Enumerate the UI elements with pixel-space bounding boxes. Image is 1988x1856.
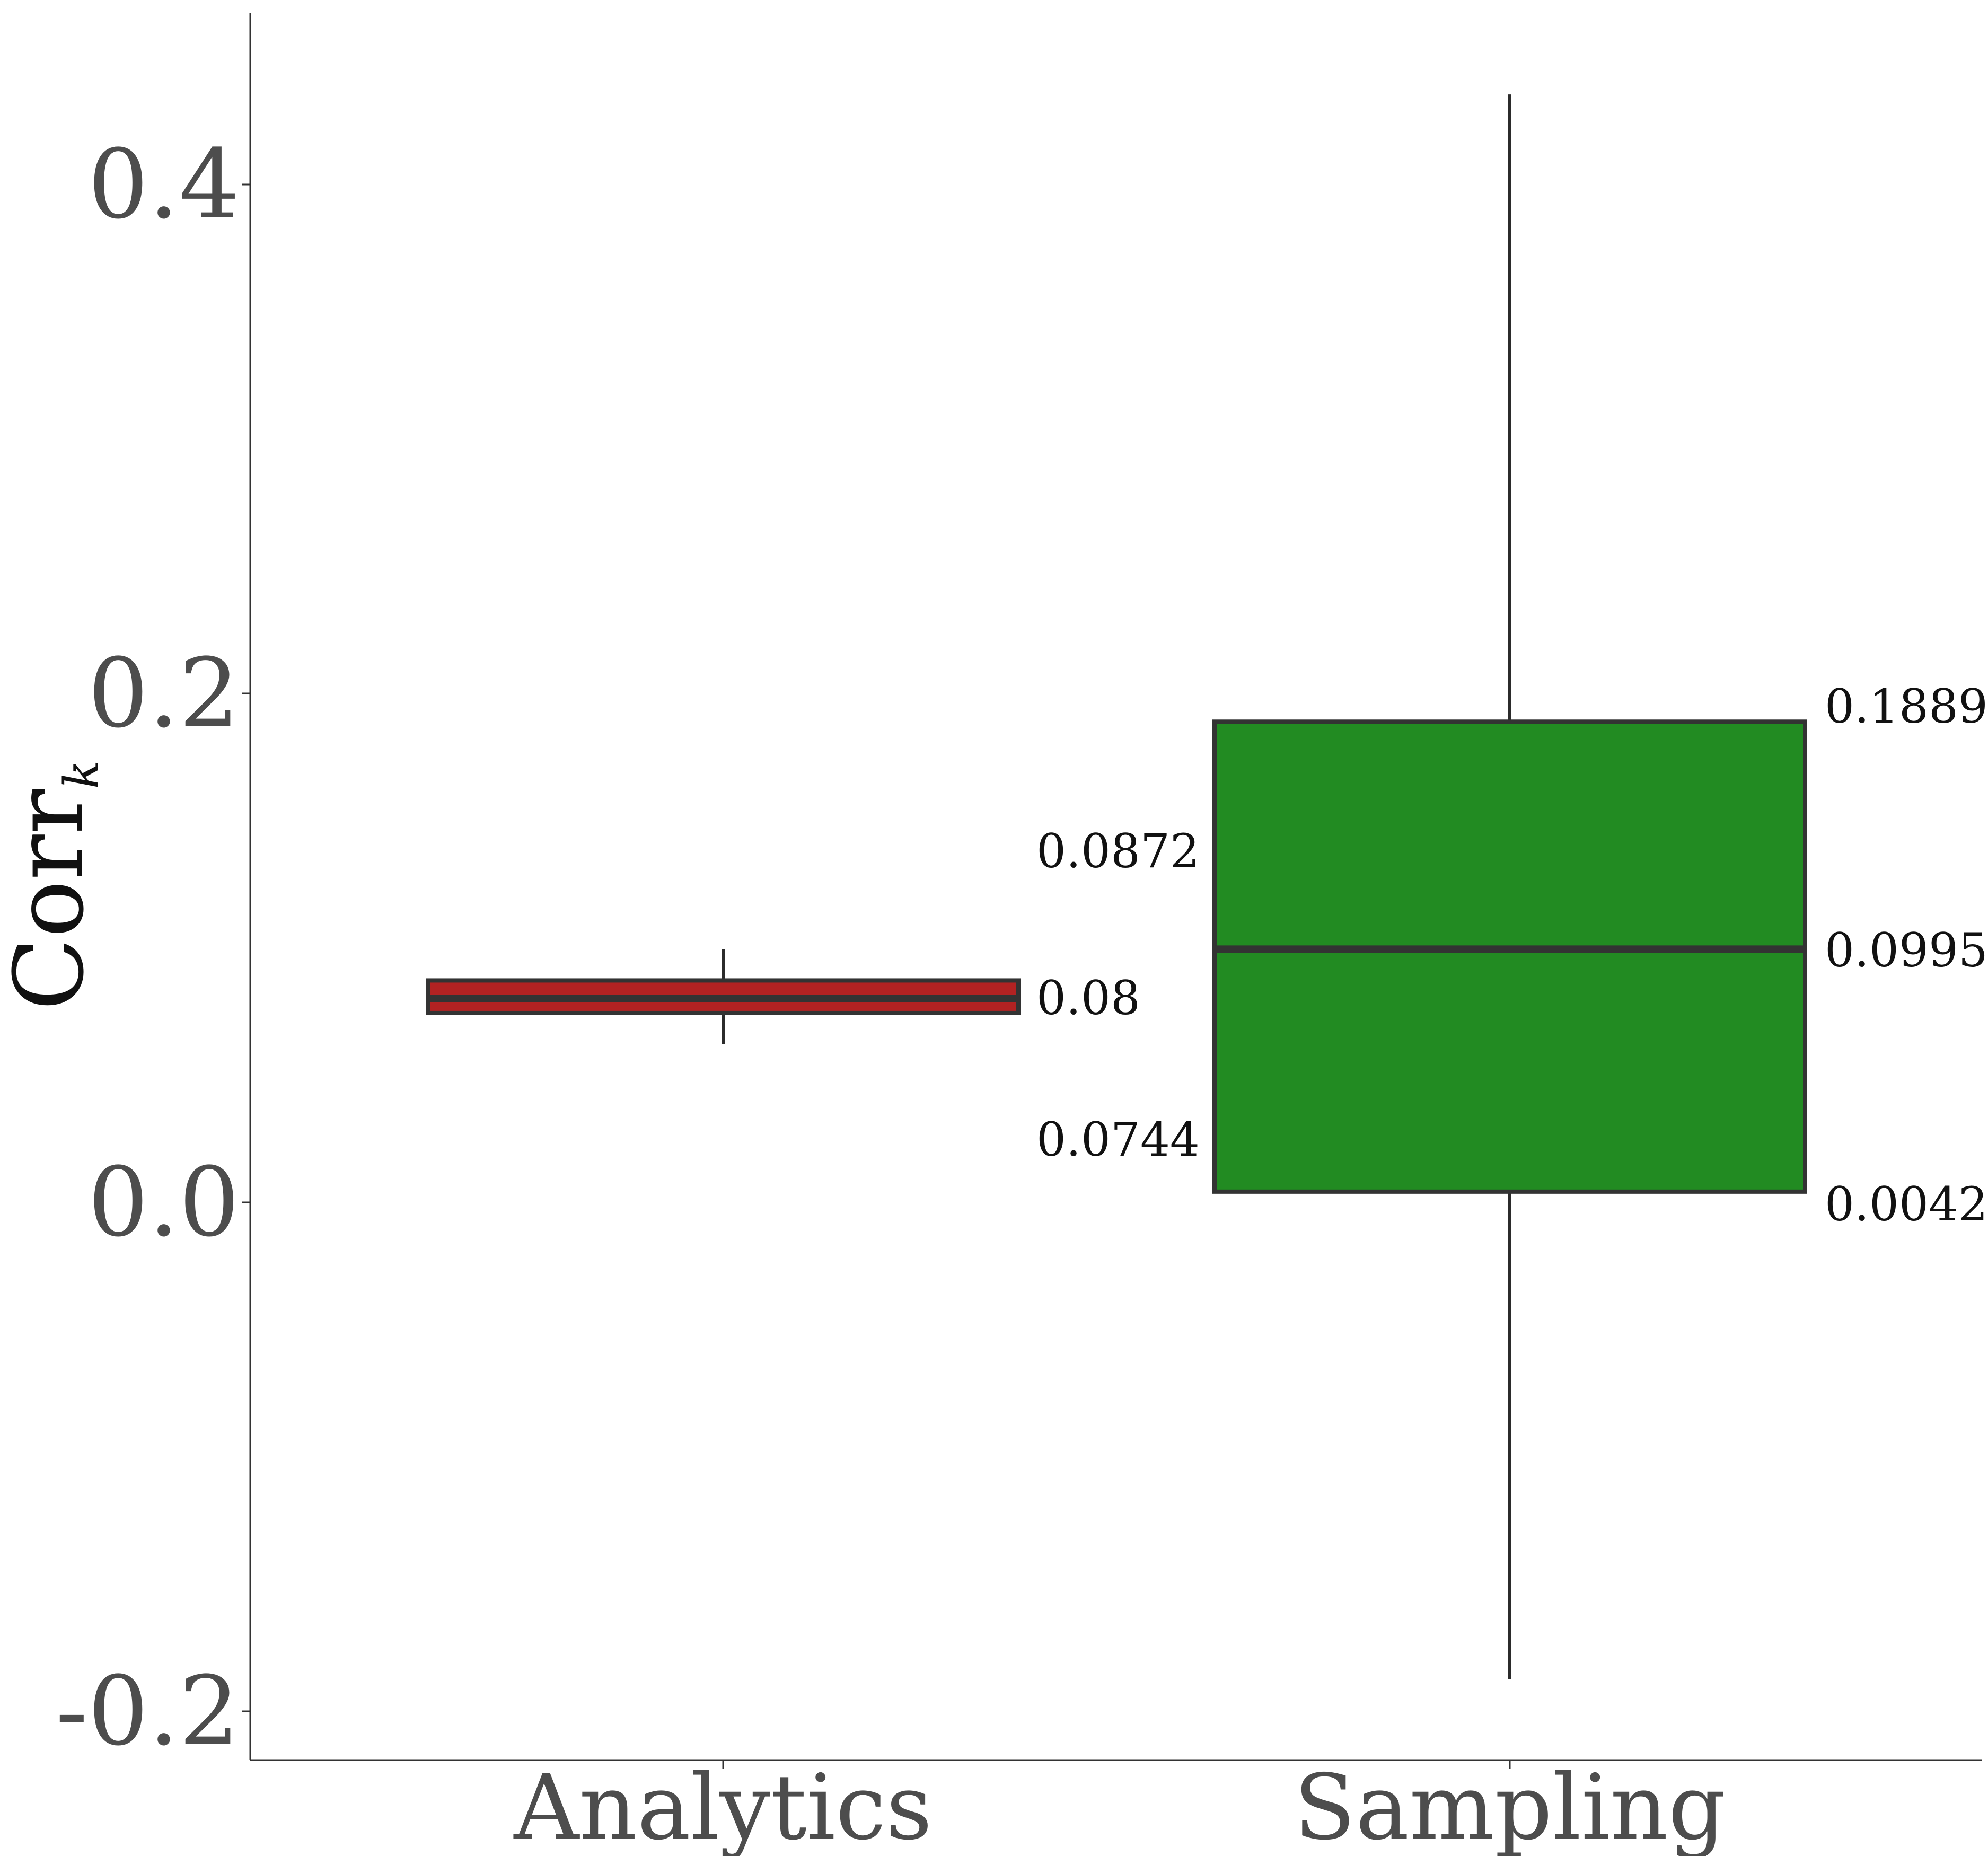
- label-sampling-median: 0.0995: [1825, 923, 1988, 978]
- label-sampling-q1: 0.0042: [1825, 1177, 1988, 1232]
- y-tick-label: 0.2: [88, 638, 240, 749]
- box-iqr: [1212, 719, 1807, 1194]
- x-ticks: Analytics Sampling: [513, 1755, 1726, 1856]
- label-analytics-q3: 0.0872: [1036, 824, 1200, 878]
- y-tick-label: 0.4: [88, 129, 240, 240]
- y-ticks: -0.2 0.0 0.2 0.4: [56, 129, 250, 1767]
- y-tick-label: 0.0: [88, 1147, 240, 1258]
- x-tick-label: Analytics: [513, 1755, 932, 1856]
- label-sampling-q3: 0.1889: [1825, 679, 1988, 734]
- box-sampling: [1212, 94, 1807, 1679]
- axes: [249, 13, 1982, 1761]
- label-analytics-q1: 0.0744: [1036, 1112, 1200, 1167]
- annotations: 0.0872 0.08 0.0744 0.1889 0.0995 0.0042: [1036, 679, 1988, 1232]
- y-axis-label: Corrk: [0, 760, 110, 1011]
- y-axis-label-main: Corr: [0, 788, 105, 1010]
- x-tick-label: Sampling: [1294, 1755, 1726, 1856]
- y-axis-label-subscript: k: [54, 760, 110, 789]
- label-analytics-median: 0.08: [1036, 971, 1140, 1025]
- boxes: [426, 94, 1807, 1679]
- box-analytics: [426, 949, 1021, 1044]
- y-tick-label: -0.2: [56, 1656, 240, 1767]
